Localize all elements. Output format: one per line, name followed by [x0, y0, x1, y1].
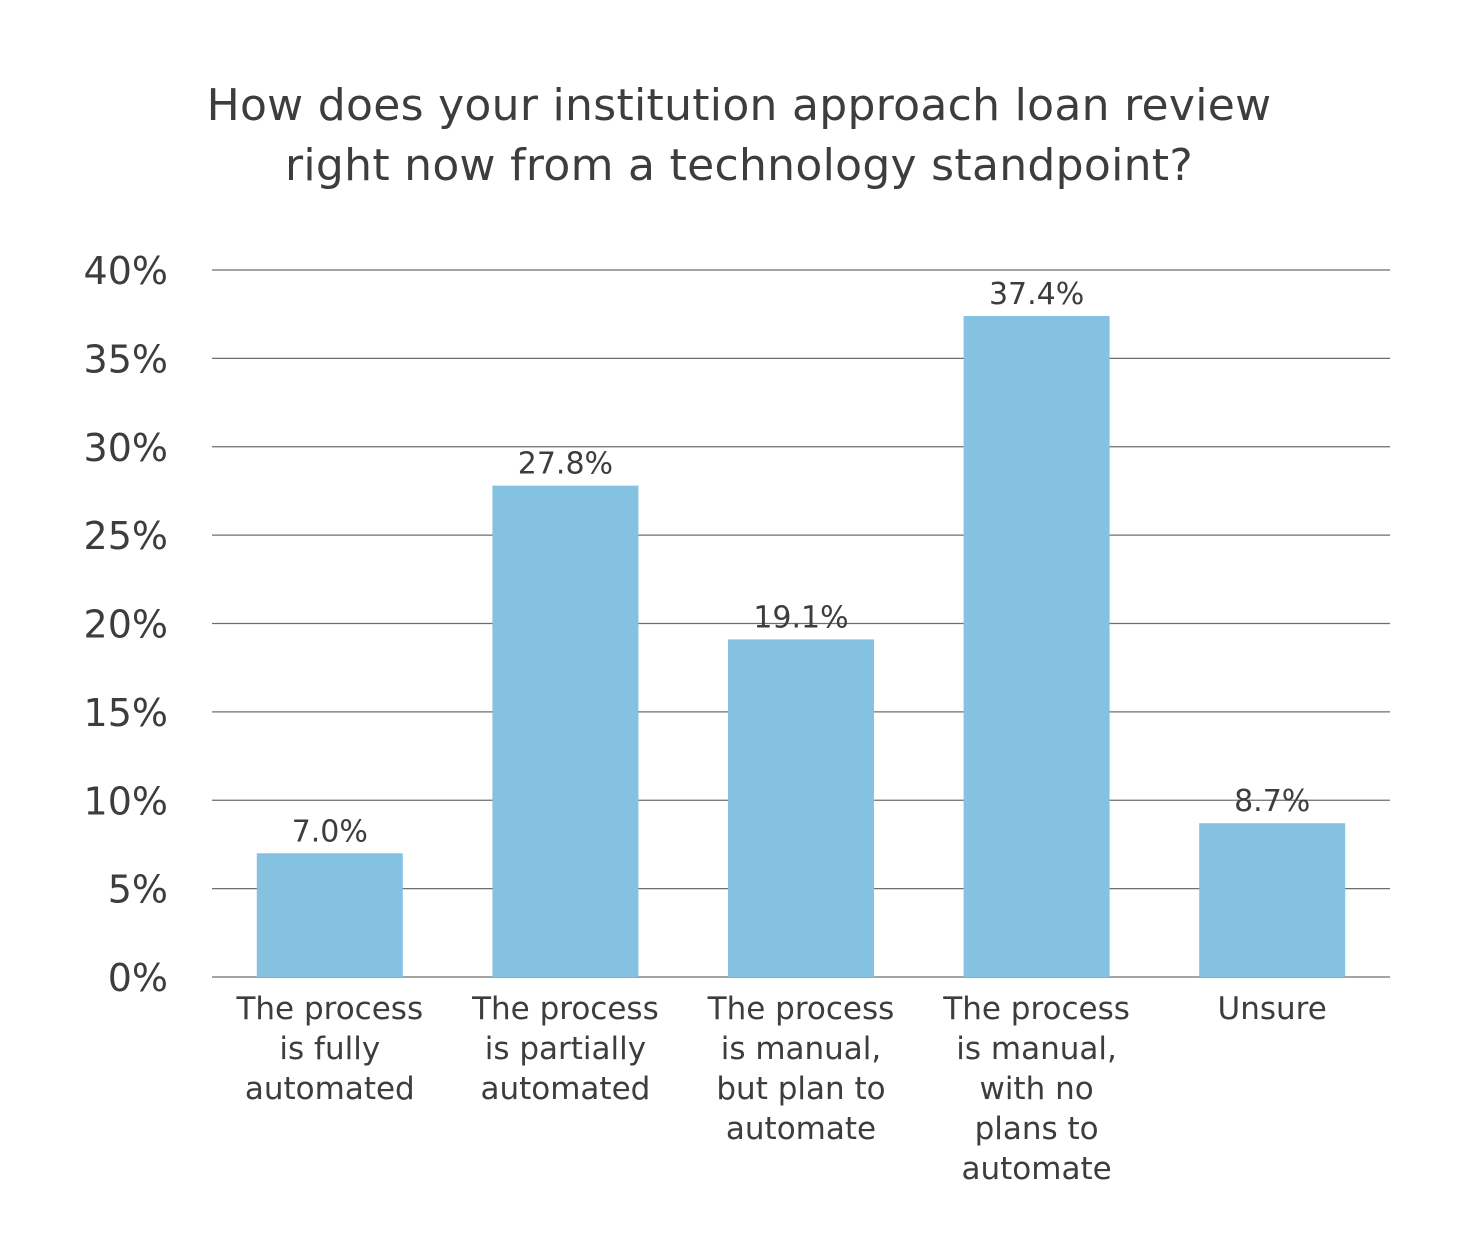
- y-tick-label: 0%: [108, 956, 168, 1000]
- x-category-label: The process is partially automated: [471, 991, 659, 1107]
- y-tick-label: 5%: [108, 868, 168, 912]
- data-label: 19.1%: [753, 600, 848, 635]
- y-tick-label: 15%: [84, 691, 168, 735]
- y-tick-label: 30%: [84, 426, 168, 470]
- x-category-label: The process is manual, but plan to automate: [707, 991, 895, 1147]
- bar: [963, 315, 1110, 978]
- x-category-label-line: automate: [962, 1151, 1112, 1187]
- data-label: 37.4%: [989, 277, 1084, 312]
- y-tick-label: 40%: [84, 249, 168, 293]
- x-category-label-line: but plan to: [716, 1071, 885, 1107]
- x-category-label-line: automated: [480, 1071, 650, 1107]
- x-category-label-line: is fully: [279, 1031, 380, 1067]
- bar: [256, 853, 403, 977]
- data-label: 7.0%: [292, 814, 368, 849]
- chart-title-line-2: right now from a technology standpoint?: [284, 140, 1193, 191]
- data-label: 8.7%: [1234, 784, 1310, 819]
- y-tick-label: 35%: [84, 337, 168, 381]
- y-tick-label: 25%: [84, 514, 168, 558]
- x-category-label: Unsure: [1218, 991, 1327, 1027]
- x-category-label-line: The process: [235, 991, 423, 1027]
- x-category-label-line: Unsure: [1218, 991, 1327, 1027]
- x-category-label-line: is manual,: [721, 1031, 882, 1067]
- chart-title-line-1: How does your institution approach loan …: [206, 80, 1272, 131]
- bar: [492, 485, 639, 977]
- x-category-label-line: automate: [726, 1111, 876, 1147]
- x-category-label-line: with no: [979, 1071, 1093, 1107]
- x-category-label-line: The process: [471, 991, 659, 1027]
- x-category-label: The process is manual, with no plans to auto…: [942, 991, 1130, 1187]
- bar: [728, 639, 874, 977]
- bar: [1199, 823, 1346, 977]
- x-category-label-line: automated: [245, 1071, 415, 1107]
- y-tick-label: 20%: [84, 603, 168, 647]
- x-category-label: The process is fully automated: [235, 991, 423, 1107]
- x-category-label-line: is manual,: [956, 1031, 1117, 1067]
- x-category-label-line: is partially: [485, 1031, 646, 1067]
- x-category-label-line: plans to: [975, 1111, 1099, 1147]
- y-tick-label: 10%: [84, 779, 168, 823]
- x-category-label-line: The process: [942, 991, 1130, 1027]
- data-label: 27.8%: [518, 447, 613, 482]
- x-category-label-line: The process: [707, 991, 895, 1027]
